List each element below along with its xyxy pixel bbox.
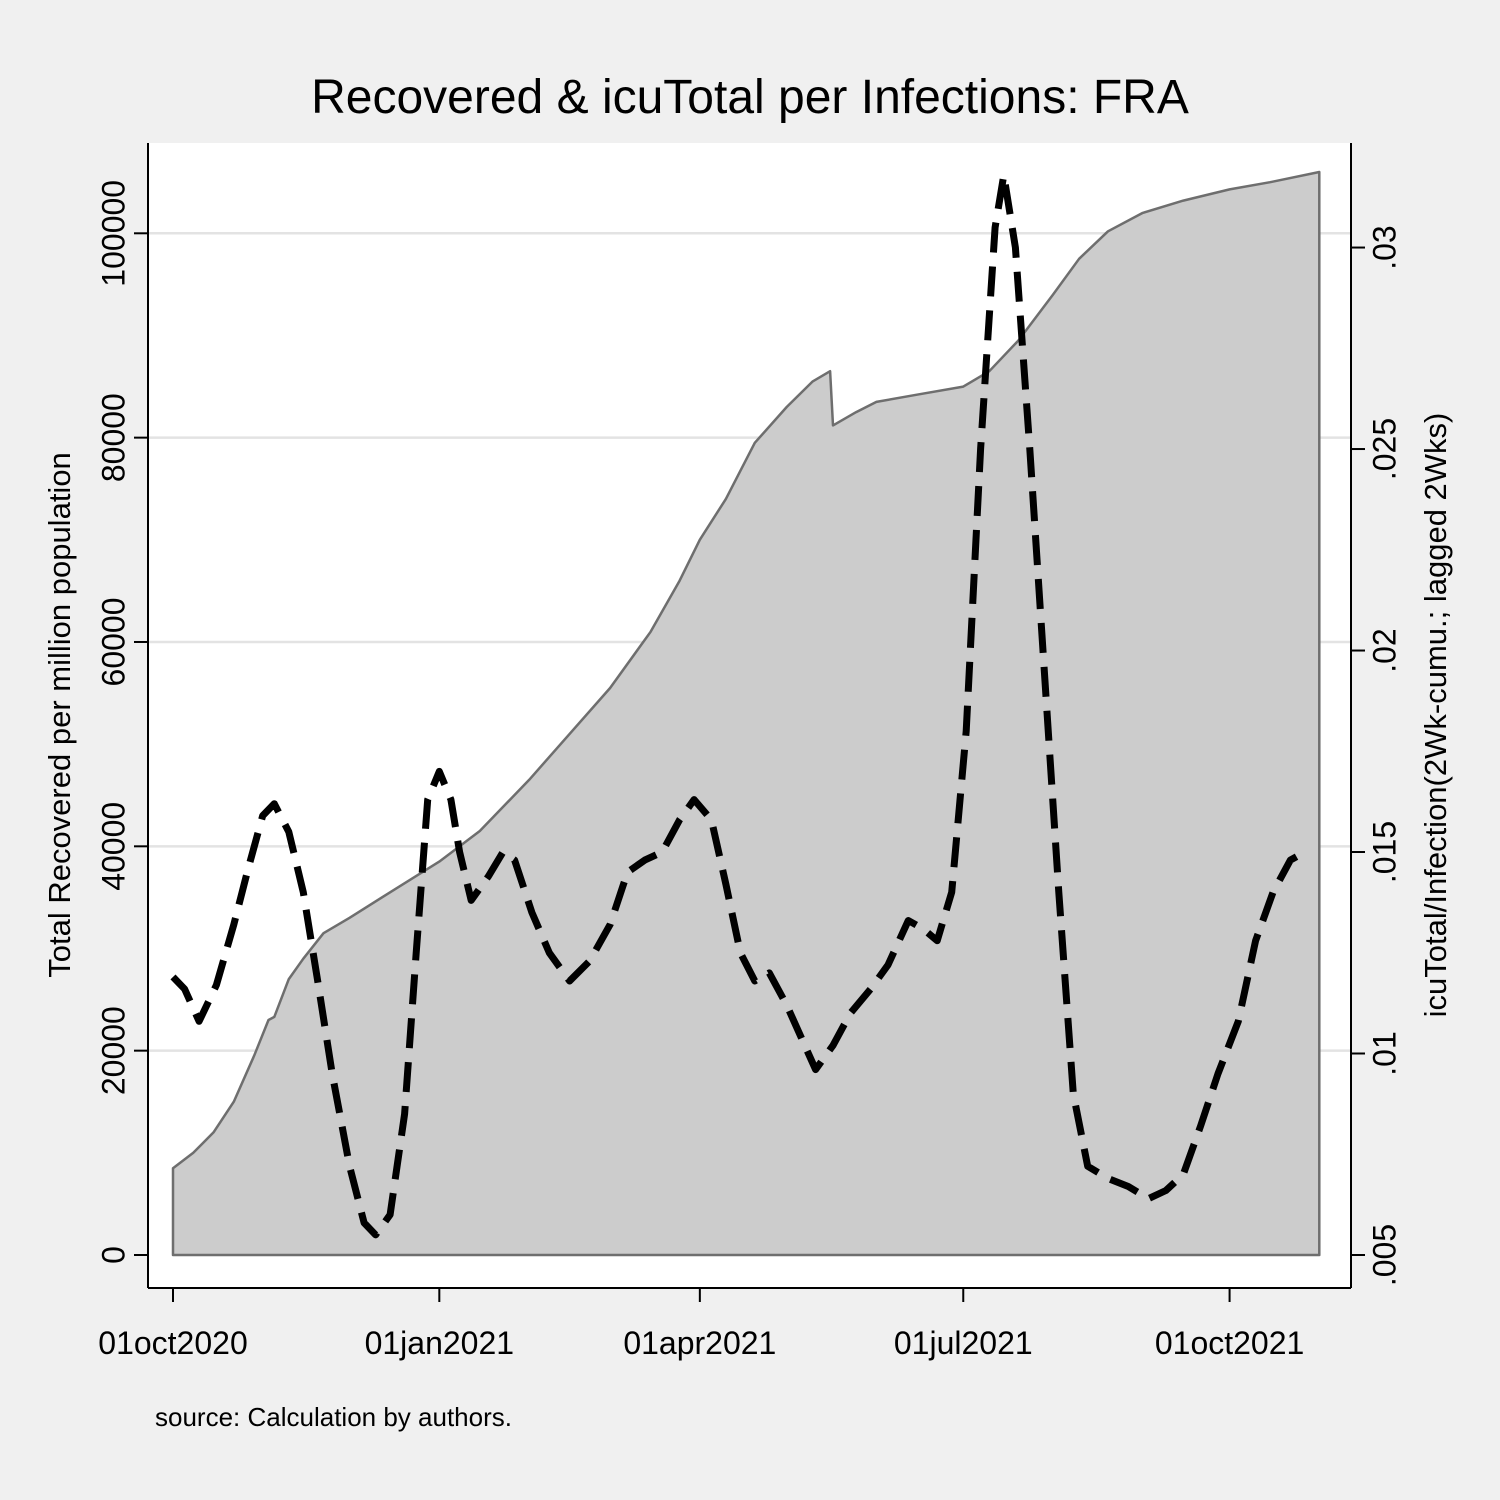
y-left-tick-label-0: 0	[95, 1246, 131, 1264]
y-left-tick-label-5: 100000	[95, 180, 131, 287]
y-right-tick-label-3: .02	[1366, 628, 1402, 672]
y-left-tick-label-1: 20000	[95, 1006, 131, 1095]
y-right-tick-label-1: .01	[1366, 1031, 1402, 1075]
y-axis-left-label: Total Recovered per million population	[42, 452, 77, 978]
chart-title: Recovered & icuTotal per Infections: FRA	[311, 71, 1189, 124]
y-left-tick-label-2: 40000	[95, 802, 131, 891]
y-right-tick-label-0: .005	[1366, 1224, 1402, 1286]
source-note: source: Calculation by authors.	[155, 1402, 512, 1432]
axes: 0 20000 40000 60000 80000 100000 .005 .01 .015 .0…	[95, 143, 1402, 1361]
y-left-tick-label-4: 80000	[95, 393, 131, 482]
y-left-tick-label-3: 60000	[95, 597, 131, 686]
y-axis-right-label: icuTotal/Infection(2Wk-cumu.; lagged 2Wk…	[1418, 413, 1453, 1018]
x-tick-label-3: 01jul2021	[894, 1325, 1033, 1361]
y-right-tick-label-2: .015	[1366, 821, 1402, 883]
series-area-recovered	[171, 170, 1321, 1257]
x-tick-label-1: 01jan2021	[365, 1325, 514, 1361]
series-line-icu-ratio	[170, 171, 1307, 1239]
x-tick-label-4: 01oct2021	[1155, 1325, 1304, 1361]
series-layer	[170, 170, 1321, 1257]
y-right-tick-label-4: .025	[1366, 418, 1402, 480]
x-tick-label-2: 01apr2021	[623, 1325, 776, 1361]
x-tick-label-0: 01oct2020	[98, 1325, 247, 1361]
y-right-tick-label-5: .03	[1366, 225, 1402, 269]
